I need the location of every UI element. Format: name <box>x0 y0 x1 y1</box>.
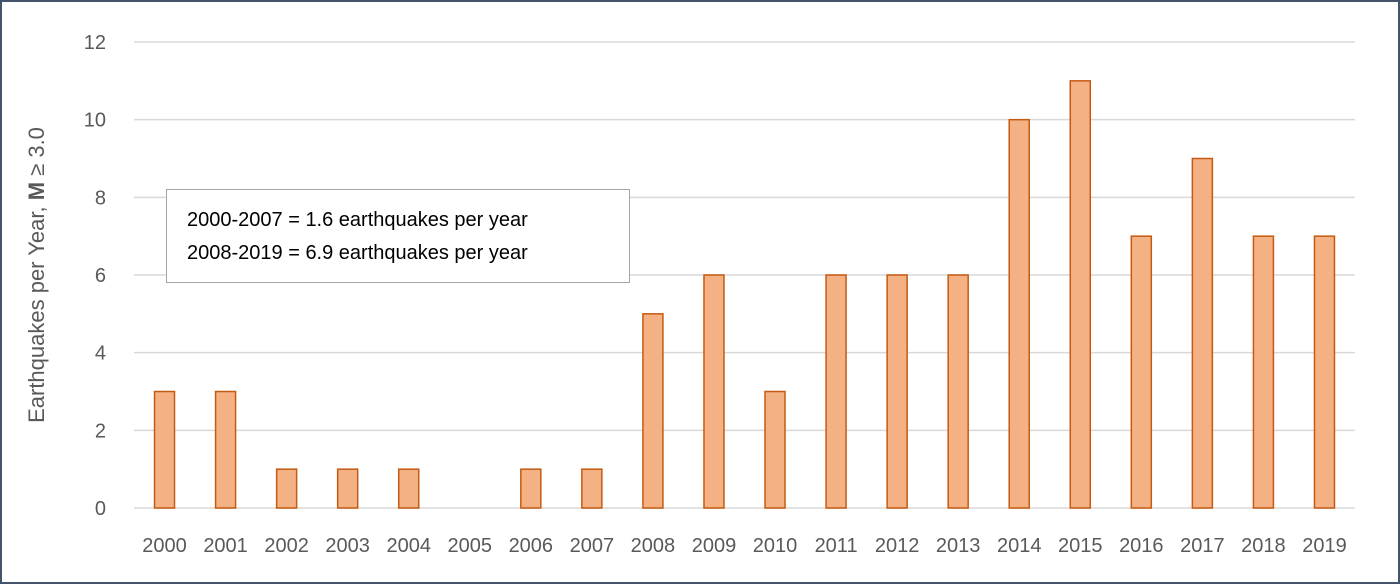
x-tick-label: 2002 <box>264 535 309 557</box>
y-tick-label: 0 <box>95 498 106 520</box>
annotation-2000-2007: 2000-2007 = 1.6 earthquakes per year <box>187 209 528 231</box>
x-tick-label: 2010 <box>753 535 798 557</box>
bar-2019 <box>1313 235 1336 509</box>
y-tick-label: 4 <box>95 343 106 365</box>
x-tick-label: 2019 <box>1302 535 1347 557</box>
bar-2002 <box>275 468 298 509</box>
x-tick-label: 2009 <box>692 535 737 557</box>
x-tick-label: 2006 <box>509 535 554 557</box>
x-tick-label: 2012 <box>875 535 920 557</box>
bar-2013 <box>947 274 969 509</box>
annotation-box: 2000-2007 = 1.6 earthquakes per year 200… <box>166 189 630 283</box>
bar-2017 <box>1191 157 1214 509</box>
bar-2008 <box>642 313 664 509</box>
y-tick-label: 8 <box>95 187 106 209</box>
x-tick-label: 2007 <box>570 535 615 557</box>
x-tick-label: 2005 <box>448 535 493 557</box>
x-tick-label: 2016 <box>1119 535 1164 557</box>
x-tick-label: 2004 <box>386 535 431 557</box>
bar-2014 <box>1008 118 1030 509</box>
y-tick-label: 10 <box>84 110 106 132</box>
x-tick-label: 2013 <box>936 535 981 557</box>
bar-2000 <box>153 390 176 509</box>
y-tick-label: 6 <box>95 265 106 287</box>
x-tick-label: 2003 <box>325 535 370 557</box>
y-tick-label: 2 <box>95 420 106 442</box>
x-tick-label: 2017 <box>1180 535 1225 557</box>
bar-2018 <box>1252 235 1275 509</box>
x-tick-label: 2018 <box>1241 535 1286 557</box>
x-tick-label: 2001 <box>203 535 248 557</box>
bar-2001 <box>214 390 237 509</box>
bar-2010 <box>764 390 786 509</box>
bar-2006 <box>520 468 542 509</box>
bar-2003 <box>336 468 359 509</box>
bar-2004 <box>397 468 420 509</box>
x-tick-label: 2015 <box>1058 535 1103 557</box>
x-tick-label: 2000 <box>142 535 187 557</box>
x-tick-label: 2008 <box>631 535 676 557</box>
bar-2007 <box>581 468 603 509</box>
bar-2012 <box>886 274 908 509</box>
x-tick-label: 2011 <box>815 535 858 557</box>
bar-2015 <box>1069 80 1092 509</box>
y-tick-label: 12 <box>84 32 106 54</box>
x-tick-label: 2014 <box>997 535 1042 557</box>
annotation-2008-2019: 2008-2019 = 6.9 earthquakes per year <box>187 242 528 264</box>
bar-2009 <box>703 274 725 509</box>
bar-2011 <box>825 274 847 509</box>
bar-2016 <box>1130 235 1153 509</box>
y-axis-label: Earthquakes per Year, M ≥ 3.0 <box>24 127 49 423</box>
